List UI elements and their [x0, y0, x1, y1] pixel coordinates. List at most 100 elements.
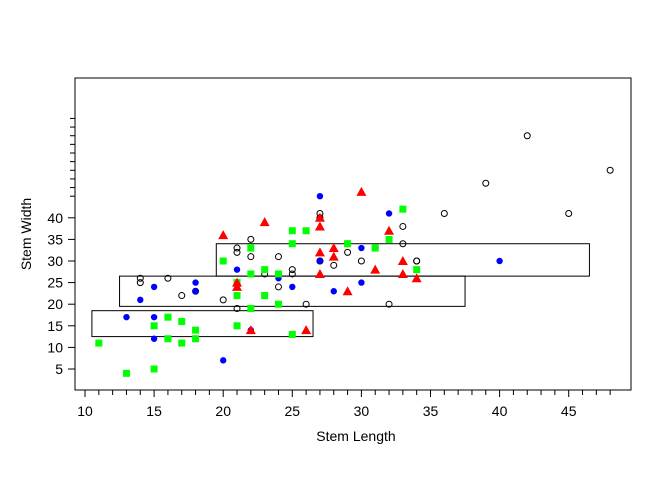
open-circle-point: [385, 300, 393, 308]
green-square-point: [122, 369, 130, 377]
green-square-point: [219, 257, 227, 265]
red-triangle-point: [314, 212, 325, 222]
green-square-point: [150, 365, 158, 373]
red-triangle-point: [314, 221, 325, 231]
blue-circle-point: [150, 283, 158, 291]
open-circle-point: [136, 274, 144, 282]
y-tick-label: 40: [47, 210, 63, 226]
green-square-point: [233, 322, 241, 330]
blue-circle-point: [192, 279, 199, 286]
green-square-point: [288, 330, 296, 338]
open-circle-point: [136, 279, 144, 287]
green-square-point: [261, 292, 269, 300]
green-square-point: [95, 339, 103, 347]
green-square-point: [344, 240, 352, 248]
y-tick-label: 30: [47, 253, 63, 269]
open-circle-point: [274, 283, 282, 291]
x-tick-label: 30: [354, 403, 370, 419]
green-square-point: [288, 227, 296, 235]
red-triangle-point: [301, 325, 312, 335]
red-triangle-point: [245, 325, 256, 335]
green-square-point: [192, 335, 200, 343]
open-circle-point: [606, 166, 614, 174]
red-triangle-point: [328, 251, 339, 261]
region-boxes: [91, 243, 590, 338]
open-circle-point: [233, 248, 241, 256]
green-square-point: [274, 300, 282, 308]
x-axis: 10 15 20 25 30 35 40 45: [77, 389, 611, 419]
red-triangle-point: [328, 243, 339, 253]
blue-circle-point: [137, 296, 144, 304]
blue-circle-point: [150, 335, 158, 342]
open-circle-point: [357, 257, 365, 265]
open-circle-point: [219, 296, 227, 304]
y-tick-label: 5: [55, 361, 63, 377]
open-circle-point: [288, 270, 296, 278]
open-circle-point: [413, 257, 421, 265]
y-tick-label: 25: [47, 275, 63, 291]
open-circle-point: [302, 300, 310, 308]
blue-circle-point: [123, 313, 130, 321]
y-axis-title: Stem Width: [18, 198, 34, 270]
blue-circle-point: [316, 257, 324, 265]
open-circle-point: [247, 235, 255, 243]
region-box-1: [91, 310, 314, 338]
blue-circle-point: [496, 257, 503, 265]
green-square-point: [399, 205, 407, 213]
green-square-point: [247, 270, 255, 278]
green-square-point: [192, 326, 200, 334]
x-tick-label: 35: [423, 403, 439, 419]
red-triangle-point: [232, 281, 243, 291]
red-triangle-point: [384, 225, 395, 235]
red-triangle-point: [314, 247, 325, 257]
blue-circle-point: [233, 266, 241, 273]
x-tick-label: 45: [561, 403, 577, 419]
blue-circle-point: [150, 313, 158, 321]
blue-circle-point: [385, 210, 393, 217]
open-circle-point: [399, 222, 407, 230]
green-square-point: [233, 292, 241, 300]
red-triangle-point: [370, 264, 381, 274]
blue-circle-point: [192, 288, 199, 295]
green-square-point: [178, 339, 186, 347]
open-circle-point: [233, 244, 241, 252]
open-circle-point: [565, 209, 573, 217]
red-triangle-point: [218, 230, 229, 240]
green-square-point: [371, 244, 379, 252]
y-tick-label: 15: [47, 318, 63, 334]
open-circle-point: [344, 248, 352, 256]
green-square-point: [247, 244, 255, 252]
data-points: [95, 132, 614, 377]
green-square-point: [385, 235, 393, 243]
red-triangle-point: [259, 217, 270, 227]
green-square-point: [164, 313, 172, 321]
red-triangle-point: [397, 268, 408, 278]
open-circle-point: [288, 266, 296, 274]
red-triangle-point: [411, 273, 422, 283]
y-axis: 5 10 15 20 25 30 35 40: [47, 117, 76, 377]
red-triangle-point: [314, 268, 325, 278]
open-circle-point: [523, 132, 531, 140]
green-square-point: [261, 266, 269, 274]
red-triangle-point: [342, 286, 353, 296]
blue-circle-point: [358, 279, 365, 286]
blue-circle-point: [358, 244, 365, 252]
blue-circle-point: [289, 283, 296, 291]
green-square-point: [178, 317, 186, 325]
blue-circle-point: [330, 288, 337, 295]
y-tick-label: 20: [47, 296, 63, 312]
green-square-point: [247, 305, 255, 313]
green-square-point: [302, 227, 310, 235]
y-tick-label: 35: [47, 231, 63, 247]
green-square-point: [288, 240, 296, 248]
x-tick-label: 25: [285, 403, 301, 419]
open-circle-point: [399, 240, 407, 248]
open-circle-point: [178, 292, 186, 300]
green-square-point: [150, 322, 158, 330]
blue-circle-point: [220, 357, 227, 364]
open-circle-point: [482, 179, 490, 187]
green-square-point: [164, 335, 172, 343]
x-tick-label: 10: [77, 403, 93, 419]
open-circle-point: [330, 261, 338, 269]
x-tick-label: 40: [492, 403, 508, 419]
